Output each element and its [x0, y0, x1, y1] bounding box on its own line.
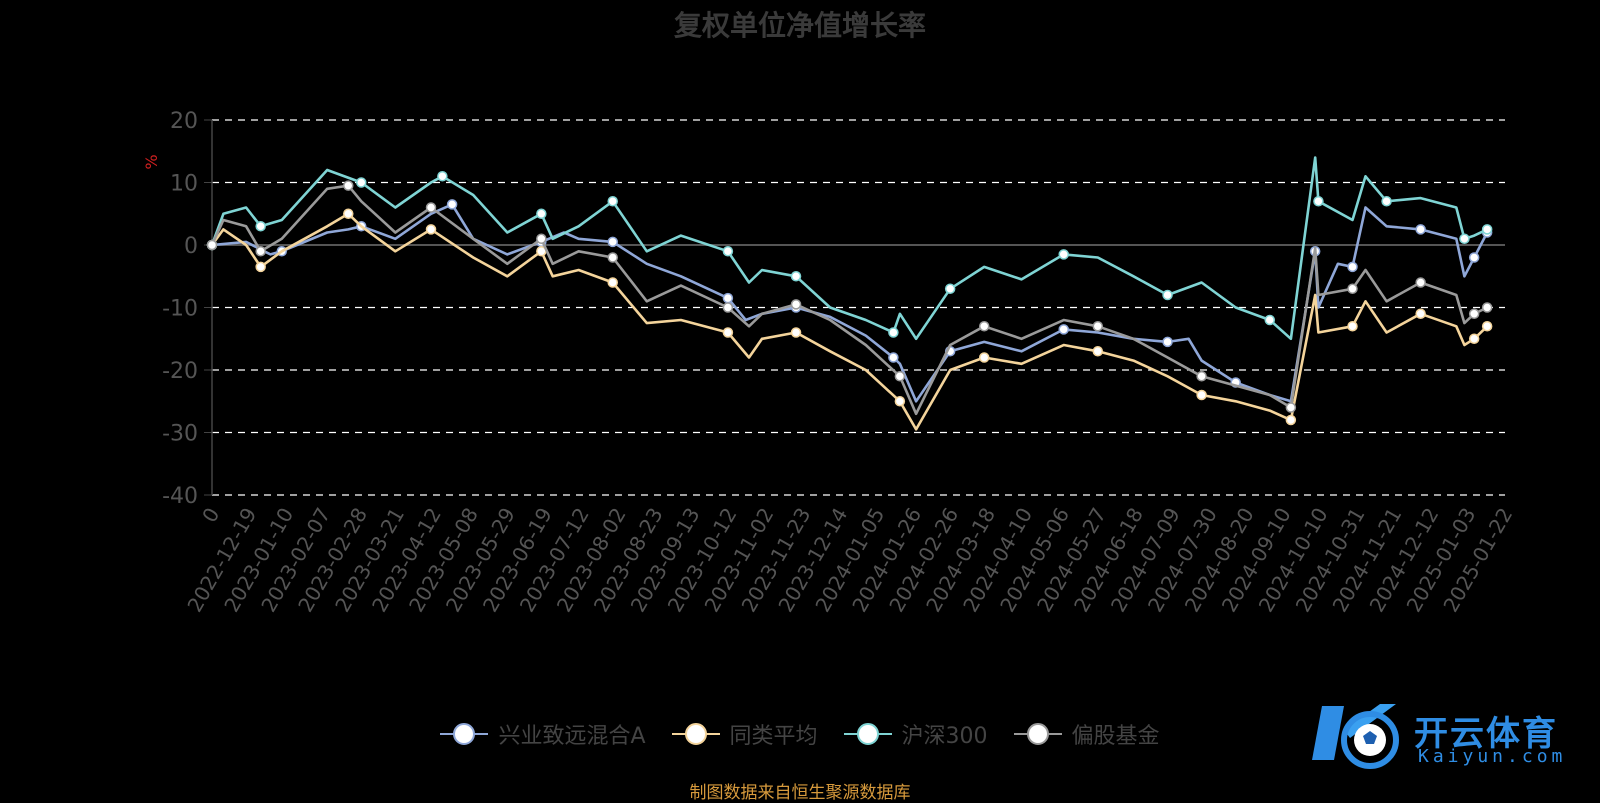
data-point [536, 208, 547, 219]
legend-label: 偏股基金 [1071, 724, 1160, 749]
data-point [1347, 261, 1358, 273]
y-tick-label: 0 [184, 234, 198, 259]
data-point [1415, 308, 1426, 319]
data-point [1468, 333, 1480, 344]
data-point [1285, 414, 1297, 426]
data-point [1196, 389, 1207, 401]
legend: 兴业致远混合A 同类平均 沪深300 偏股基金 [0, 718, 1600, 750]
data-point [978, 321, 990, 332]
data-point [790, 299, 802, 310]
data-point [1481, 321, 1493, 332]
y-tick-label: 10 [170, 172, 198, 197]
y-tick-label: -20 [162, 359, 198, 384]
data-point [1313, 196, 1324, 207]
soccer-ball-logo-icon [1312, 704, 1399, 769]
data-point [1468, 308, 1480, 319]
series-line-2 [210, 156, 1488, 341]
legend-marker-icon [1013, 723, 1062, 745]
data-point [1459, 233, 1470, 244]
data-point [1381, 196, 1392, 207]
y-tick-label: 20 [170, 109, 198, 134]
data-point [894, 396, 906, 407]
data-point [607, 277, 618, 288]
legend-marker-icon [843, 723, 892, 745]
data-point [894, 371, 906, 382]
series-line-1 [210, 212, 1489, 431]
data-point [888, 352, 899, 363]
data-point [790, 271, 802, 282]
data-point [722, 302, 734, 313]
legend-marker-icon [440, 723, 489, 745]
data-point [437, 171, 448, 182]
data-point [343, 208, 354, 219]
y-tick-label: -40 [162, 484, 198, 509]
data-point [1347, 321, 1358, 332]
legend-label: 同类平均 [729, 724, 818, 749]
data-point [206, 239, 218, 251]
data-point [722, 246, 734, 257]
data-point [790, 327, 802, 338]
series-layer [206, 156, 1493, 431]
data-point [356, 177, 367, 188]
data-point [1196, 371, 1207, 382]
data-point [1285, 402, 1297, 413]
data-point [343, 180, 354, 191]
logo-domain-text: Kaiyun.com [1418, 746, 1567, 767]
legend-item-equity-funds[interactable]: 偏股基金 [1013, 718, 1160, 750]
data-point [1347, 283, 1358, 294]
data-point [722, 327, 734, 338]
data-point [425, 224, 437, 235]
legend-label: 沪深300 [901, 724, 988, 749]
axis-layer [204, 119, 213, 496]
data-point [446, 199, 458, 210]
data-point [1092, 346, 1104, 357]
data-point [888, 327, 899, 338]
line-chart: 20100-10-20-30-40%02022-12-192023-01-102… [142, 109, 1517, 616]
data-point [607, 196, 618, 207]
data-point [722, 292, 734, 304]
data-point [255, 246, 266, 257]
y-axis-unit-label: % [142, 154, 161, 169]
data-point [1415, 224, 1426, 235]
grid-layer [212, 119, 1505, 496]
data-point [536, 233, 547, 244]
data-point [1162, 289, 1173, 301]
x-tick-label: 0 [197, 504, 224, 527]
data-point [1481, 224, 1493, 235]
chart-title: 复权单位净值增长率 [673, 9, 926, 42]
data-point [1415, 277, 1426, 288]
data-point [255, 221, 266, 232]
data-point [607, 236, 618, 248]
data-point [1162, 336, 1173, 348]
data-point [1481, 302, 1493, 313]
legend-item-peer-average[interactable]: 同类平均 [671, 718, 818, 750]
data-point [1468, 252, 1480, 263]
data-point [425, 202, 437, 213]
data-point [1058, 249, 1069, 260]
kaiyun-logo[interactable]: 开云体育 Kaiyun.com [1310, 700, 1600, 770]
legend-label: 兴业致远混合A [498, 724, 646, 749]
legend-item-fund[interactable]: 兴业致远混合A [440, 718, 646, 750]
data-point [1092, 321, 1104, 332]
legend-item-csi300[interactable]: 沪深300 [843, 718, 988, 750]
series-line-3 [210, 184, 1488, 416]
data-point [255, 261, 266, 273]
data-point [607, 252, 618, 263]
source-note: 制图数据来自恒生聚源数据库 [689, 783, 911, 803]
data-point [978, 352, 990, 363]
legend-marker-icon [671, 723, 720, 745]
data-point [1264, 314, 1276, 326]
y-tick-label: -30 [162, 422, 198, 447]
logo-brand-text: 开云体育 [1414, 714, 1558, 754]
data-point [944, 283, 956, 294]
y-tick-label: -10 [162, 297, 198, 322]
data-point [1058, 324, 1069, 335]
